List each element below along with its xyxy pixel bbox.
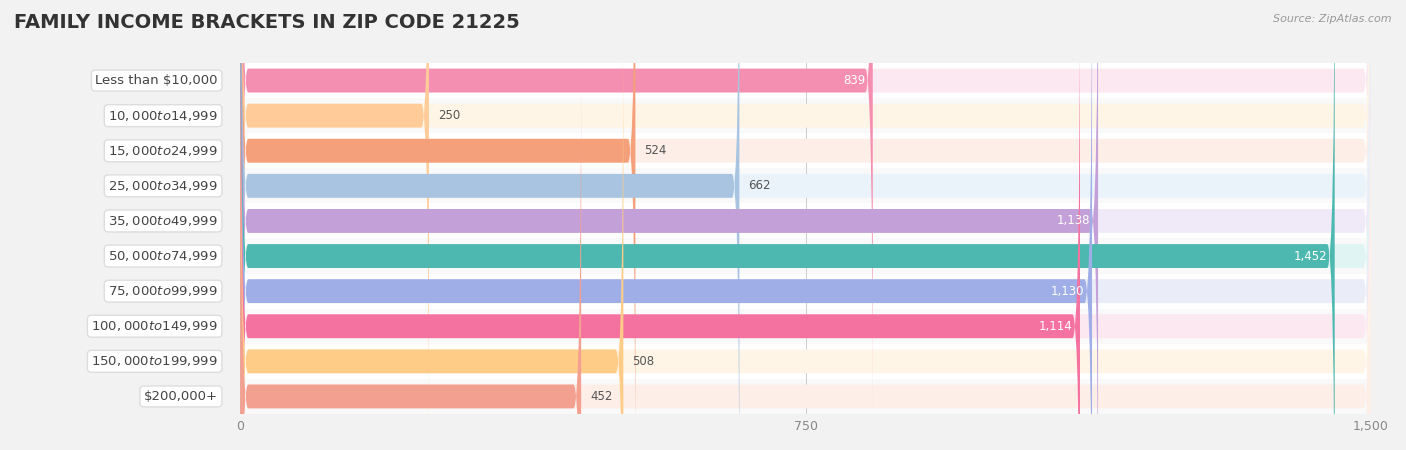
FancyBboxPatch shape [240, 203, 1371, 238]
FancyBboxPatch shape [240, 22, 1371, 450]
FancyBboxPatch shape [240, 0, 1334, 450]
FancyBboxPatch shape [240, 0, 1371, 450]
FancyBboxPatch shape [240, 379, 1371, 414]
Text: $50,000 to $74,999: $50,000 to $74,999 [108, 249, 218, 263]
FancyBboxPatch shape [240, 0, 636, 450]
Text: $150,000 to $199,999: $150,000 to $199,999 [91, 354, 218, 369]
FancyBboxPatch shape [240, 0, 1371, 450]
Text: $35,000 to $49,999: $35,000 to $49,999 [108, 214, 218, 228]
Text: 524: 524 [644, 144, 666, 157]
Text: 452: 452 [591, 390, 613, 403]
FancyBboxPatch shape [240, 0, 1092, 450]
Text: 1,452: 1,452 [1294, 250, 1327, 262]
FancyBboxPatch shape [240, 238, 1371, 274]
FancyBboxPatch shape [240, 0, 1371, 450]
Text: 662: 662 [748, 180, 770, 192]
Text: 250: 250 [437, 109, 460, 122]
FancyBboxPatch shape [240, 0, 1371, 450]
FancyBboxPatch shape [240, 0, 1371, 450]
Text: $100,000 to $149,999: $100,000 to $149,999 [91, 319, 218, 333]
FancyBboxPatch shape [240, 309, 1371, 344]
Text: 839: 839 [844, 74, 865, 87]
Text: Source: ZipAtlas.com: Source: ZipAtlas.com [1274, 14, 1392, 23]
FancyBboxPatch shape [240, 0, 1371, 450]
Text: FAMILY INCOME BRACKETS IN ZIP CODE 21225: FAMILY INCOME BRACKETS IN ZIP CODE 21225 [14, 14, 520, 32]
FancyBboxPatch shape [240, 344, 1371, 379]
Text: $200,000+: $200,000+ [143, 390, 218, 403]
FancyBboxPatch shape [240, 58, 581, 450]
Text: $25,000 to $34,999: $25,000 to $34,999 [108, 179, 218, 193]
FancyBboxPatch shape [240, 274, 1371, 309]
FancyBboxPatch shape [240, 0, 1371, 419]
FancyBboxPatch shape [240, 98, 1371, 133]
FancyBboxPatch shape [240, 133, 1371, 168]
Text: $10,000 to $14,999: $10,000 to $14,999 [108, 108, 218, 123]
Text: 1,114: 1,114 [1039, 320, 1073, 333]
FancyBboxPatch shape [240, 0, 1080, 450]
Text: Less than $10,000: Less than $10,000 [96, 74, 218, 87]
FancyBboxPatch shape [240, 0, 873, 419]
FancyBboxPatch shape [240, 22, 623, 450]
FancyBboxPatch shape [240, 0, 1371, 450]
Text: $75,000 to $99,999: $75,000 to $99,999 [108, 284, 218, 298]
Text: 508: 508 [633, 355, 655, 368]
Text: 1,130: 1,130 [1052, 285, 1084, 297]
FancyBboxPatch shape [240, 63, 1371, 98]
Text: 1,138: 1,138 [1057, 215, 1091, 227]
FancyBboxPatch shape [240, 0, 429, 450]
Text: $15,000 to $24,999: $15,000 to $24,999 [108, 144, 218, 158]
FancyBboxPatch shape [240, 168, 1371, 203]
FancyBboxPatch shape [240, 58, 1371, 450]
FancyBboxPatch shape [240, 0, 740, 450]
FancyBboxPatch shape [240, 0, 1098, 450]
